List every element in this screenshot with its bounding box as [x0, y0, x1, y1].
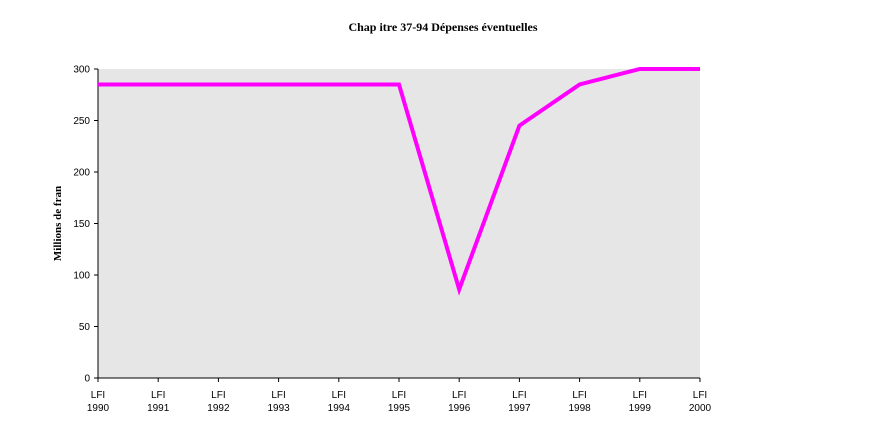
x-tick-label: LFI — [452, 390, 466, 401]
y-tick-label: 50 — [79, 322, 91, 333]
y-tick-label: 150 — [73, 219, 90, 230]
y-tick-label: 100 — [73, 271, 90, 282]
x-tick-label: 1999 — [629, 403, 652, 414]
x-tick-label: LFI — [91, 390, 105, 401]
x-tick-label: 2000 — [689, 403, 712, 414]
chart-title: Chap itre 37-94 Dépenses éventuelles — [348, 20, 538, 34]
x-tick-label: LFI — [512, 390, 526, 401]
x-tick-label: 1991 — [147, 403, 170, 414]
x-tick-label: 1992 — [207, 403, 230, 414]
x-tick-label: 1996 — [448, 403, 471, 414]
x-tick-label: 1990 — [87, 403, 110, 414]
x-tick-label: 1998 — [568, 403, 591, 414]
x-tick-label: 1993 — [267, 403, 290, 414]
x-tick-label: LFI — [332, 390, 346, 401]
x-tick-label: 1994 — [328, 403, 351, 414]
y-tick-label: 250 — [73, 116, 90, 127]
x-tick-label: LFI — [572, 390, 586, 401]
y-tick-label: 0 — [84, 374, 90, 385]
y-tick-label: 200 — [73, 168, 90, 179]
x-tick-label: LFI — [271, 390, 285, 401]
x-tick-label: LFI — [151, 390, 165, 401]
x-tick-label: LFI — [693, 390, 707, 401]
plot-area — [98, 69, 700, 378]
x-tick-label: LFI — [633, 390, 647, 401]
x-tick-label: LFI — [392, 390, 406, 401]
y-tick-label: 300 — [73, 65, 90, 76]
x-tick-label: 1997 — [508, 403, 531, 414]
x-tick-label: 1995 — [388, 403, 411, 414]
y-axis-label: Millions de fran — [52, 186, 64, 261]
x-tick-label: LFI — [211, 390, 225, 401]
